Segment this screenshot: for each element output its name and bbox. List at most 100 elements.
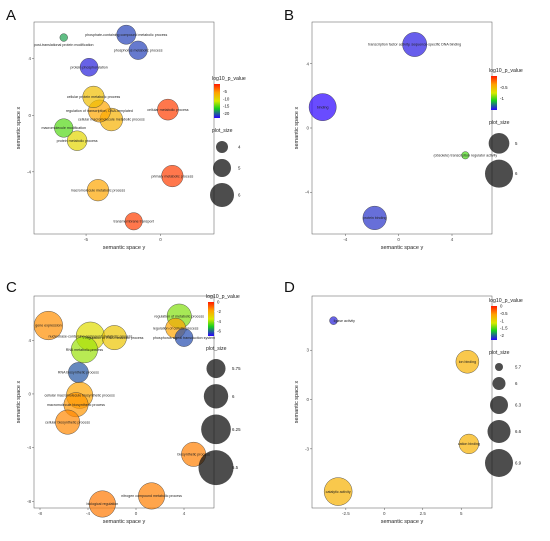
- go-term-bubble: [54, 118, 74, 138]
- go-term-label: phosphorus signal transduction system: [153, 336, 215, 340]
- go-term-bubble: [82, 85, 105, 108]
- x-tick-label: 0: [159, 237, 162, 242]
- size-legend-circle: [492, 377, 506, 390]
- go-term-bubble: [161, 165, 184, 188]
- x-tick-label: 4: [183, 511, 186, 516]
- go-term-label: cellular macromolecule biosynthetic proc…: [44, 393, 115, 397]
- go-term-label: phosphorus metabolic process: [114, 48, 163, 52]
- size-legend-title: plot_size: [489, 350, 510, 356]
- size-legend-label: 4: [238, 145, 241, 150]
- x-axis-label: semantic space y: [103, 519, 146, 525]
- go-term-label: regulation of cellular process: [153, 326, 199, 330]
- panel-c: C -8 -4 0 4 -8 -4 0 4 semantic space y semantic sp…: [6, 279, 241, 525]
- go-term-bubble: [116, 24, 137, 45]
- size-legend-label: 6.3: [515, 403, 522, 408]
- x-axis-label: semantic space y: [103, 245, 146, 251]
- go-term-label: biological regulation: [87, 502, 119, 506]
- go-term-label: regulation of transcription, DNA-templat…: [66, 109, 133, 113]
- go-term-label: biosynthetic process: [177, 453, 210, 457]
- color-legend-tick: 0: [217, 300, 220, 305]
- go-term-label: cellular protein metabolic process: [67, 95, 121, 99]
- size-legend-label: 6: [232, 394, 235, 399]
- color-bar: [208, 302, 214, 336]
- go-term-label: cellular metabolic process: [147, 108, 189, 112]
- x-tick-label: -2.5: [342, 511, 350, 516]
- go-term-label: macromolecule biosynthetic process: [47, 403, 105, 407]
- y-tick-label: 4: [306, 61, 309, 66]
- x-tick-label: 0: [397, 237, 400, 242]
- color-legend-title: log10_p_value: [489, 298, 523, 304]
- y-tick-label: 0: [306, 397, 309, 402]
- go-term-bubble: [59, 33, 68, 42]
- y-axis-label: semantic space x: [294, 381, 300, 424]
- size-legend-circle: [213, 159, 231, 177]
- color-legend-title: log10_p_value: [212, 76, 246, 82]
- go-term-bubble: [329, 316, 338, 325]
- size-legend-title: plot_size: [206, 346, 227, 352]
- go-term-bubble: [68, 362, 89, 383]
- go-term-bubble: [128, 40, 148, 60]
- color-legend-title: log10_p_value: [206, 294, 240, 300]
- size-legend-circle: [487, 420, 511, 443]
- y-axis-label: semantic space x: [16, 381, 22, 424]
- plot-frame: [311, 21, 493, 235]
- size-legend-label: 6: [515, 381, 518, 386]
- points-layer: [54, 24, 184, 231]
- go-term-label: RNA metabolic process: [66, 348, 104, 352]
- color-legend-tick: -1.5: [500, 326, 508, 331]
- go-term-label: ligase activity: [334, 319, 356, 323]
- size-legend-title: plot_size: [212, 128, 233, 134]
- color-legend-tick: -5: [223, 89, 227, 94]
- color-legend-tick: -0.5: [500, 311, 508, 316]
- color-legend-tick: -15: [223, 104, 230, 109]
- labels-layer: transcription factor activity, sequence-…: [317, 43, 498, 220]
- x-tick-label: 4: [451, 237, 454, 242]
- go-term-label: binding: [317, 105, 329, 109]
- size-legend-circle: [488, 133, 510, 154]
- color-bar: [491, 76, 497, 110]
- panel-d: D -2.5 0 2.5 5 -3 0 3 semantic space y semantic s…: [284, 279, 523, 525]
- color-bar: [491, 306, 497, 340]
- go-term-bubble: [308, 93, 337, 121]
- size-legend-circle: [490, 396, 508, 414]
- size-legend-circle: [210, 183, 234, 207]
- size-legend-circle: [206, 359, 226, 379]
- go-term-label: nucleobase-containing compound metabolic…: [49, 334, 133, 338]
- size-legend-circle: [201, 414, 231, 445]
- x-tick-label: 0: [383, 511, 386, 516]
- go-term-label: cellular macromolecule metabolic process: [78, 118, 145, 122]
- go-term-bubble: [102, 325, 127, 350]
- go-term-label: ion binding: [459, 360, 476, 364]
- go-term-label: primary metabolic process: [151, 174, 193, 178]
- go-term-bubble: [67, 130, 88, 151]
- panel-letter: C: [6, 279, 17, 296]
- size-legend-label: 5: [515, 141, 518, 146]
- y-axis-label: semantic space x: [16, 107, 22, 150]
- go-term-label: cellular biosynthetic process: [45, 420, 90, 424]
- x-tick-label: 0: [135, 511, 138, 516]
- size-legend-label: 6: [238, 193, 241, 198]
- size-legend-label: 5.75: [232, 366, 241, 371]
- size-legend-circle: [485, 449, 513, 477]
- labels-layer: phosphate-containing compound metabolic …: [34, 33, 194, 224]
- panel-letter: B: [284, 7, 294, 24]
- x-tick-label: -4: [86, 511, 90, 516]
- go-term-bubble: [362, 205, 387, 230]
- size-legend-label: 6.6: [515, 429, 522, 434]
- color-legend: log10_p_value -5 -10 -15 -20: [212, 76, 246, 118]
- size-legend-circle: [495, 363, 503, 371]
- color-legend: log10_p_value -0.5 -1: [489, 68, 523, 110]
- go-term-bubble: [124, 212, 143, 231]
- size-legend-circle: [485, 159, 513, 188]
- y-tick-label: -4: [305, 190, 309, 195]
- panel-b: B -4 0 4 -4 0 4 semantic space y semantic space …: [284, 7, 523, 251]
- y-tick-label: -3: [305, 446, 309, 451]
- size-legend-label: 6: [515, 171, 518, 176]
- go-term-bubble: [55, 409, 80, 435]
- labels-layer: gene expression regulation of metabolic p…: [35, 314, 215, 506]
- points-layer: [323, 316, 480, 506]
- color-legend-tick: -10: [223, 96, 230, 101]
- points-layer: [33, 303, 206, 518]
